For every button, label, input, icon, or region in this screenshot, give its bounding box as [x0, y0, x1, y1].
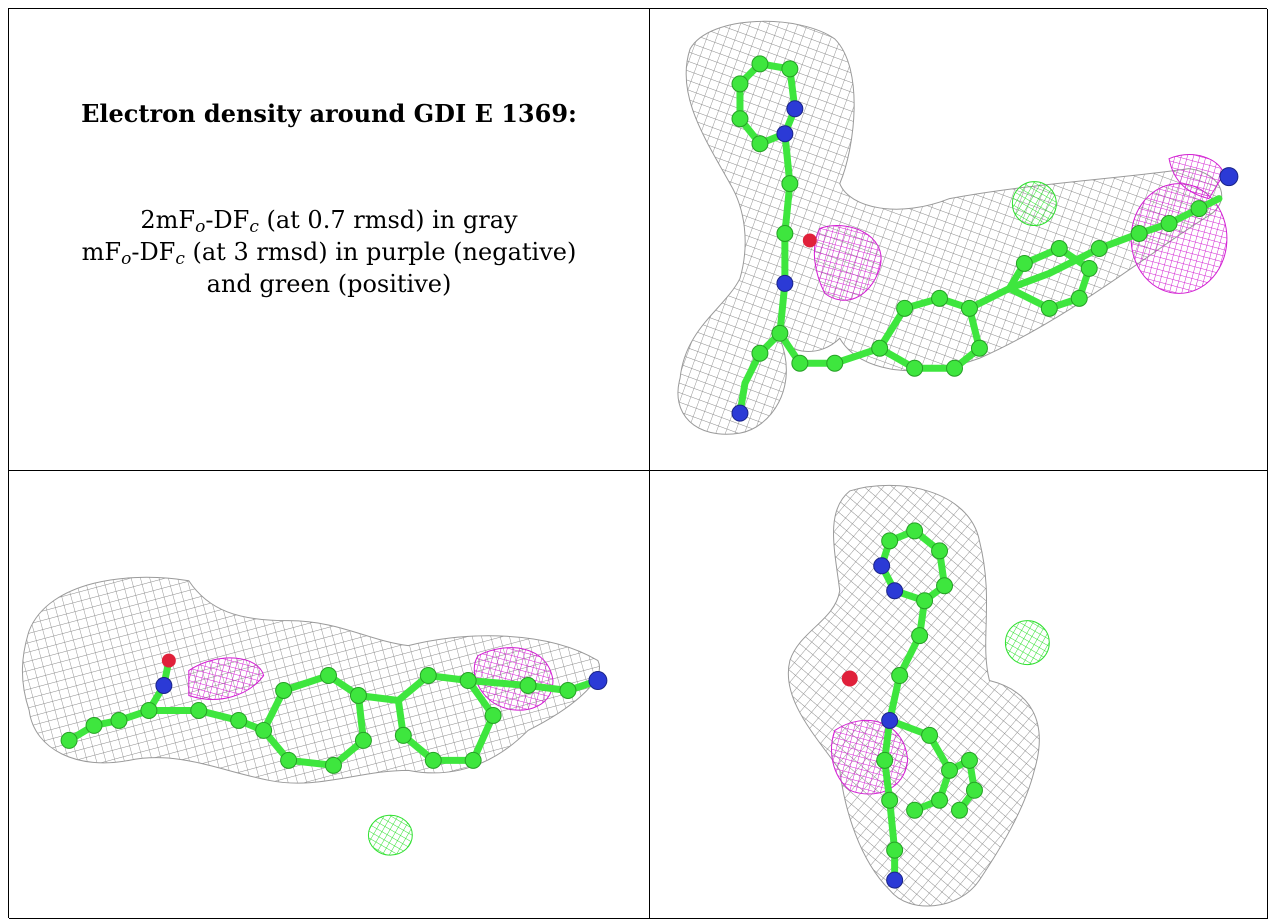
- carbon-atoms: [60, 667, 577, 774]
- density-mesh-2fofc: [677, 20, 1223, 435]
- oxygen-atom: [161, 653, 176, 668]
- legend-line-fofc: mFo-DFc (at 3 rmsd) in purple (negative): [81, 238, 577, 269]
- nitrogen-atoms: [731, 100, 1239, 422]
- density-image-1: [677, 20, 1239, 435]
- oxygen-atom: [841, 670, 858, 687]
- density-view-3: [650, 471, 1268, 919]
- legend-text: 2mFo-DFc (at 0.7 rmsd) in gray mFo-DFc (…: [9, 204, 649, 300]
- figure-title: Electron density around GDI E 1369:: [81, 99, 577, 128]
- density-image-2: [21, 576, 608, 856]
- density-image-3: [787, 485, 1050, 907]
- positive-density-blob: [367, 814, 413, 856]
- positive-density-blob: [1011, 181, 1057, 227]
- density-mesh-2fofc: [787, 485, 1040, 907]
- caption-cell: Electron density around GDI E 1369: 2mFo…: [9, 9, 650, 471]
- carbon-atoms: [876, 522, 983, 859]
- carbon-atoms: [731, 55, 1208, 377]
- density-view-1: [650, 9, 1268, 471]
- density-view-2: [9, 471, 650, 919]
- legend-line-positive: and green (positive): [206, 270, 452, 298]
- negative-density-blob: [473, 647, 554, 711]
- figure-grid: Electron density around GDI E 1369: 2mFo…: [8, 8, 1268, 919]
- legend-line-2fofc: 2mFo-DFc (at 0.7 rmsd) in gray: [140, 206, 518, 237]
- negative-density-blob-2: [813, 225, 882, 301]
- oxygen-atom: [802, 233, 817, 248]
- positive-density-blob: [1004, 620, 1050, 666]
- nitrogen-atoms: [155, 671, 608, 695]
- nitrogen-atoms: [873, 557, 904, 889]
